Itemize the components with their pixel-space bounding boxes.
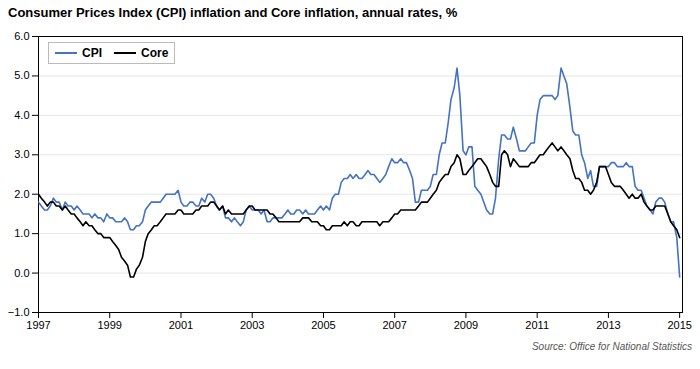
html-text:Core: Core [141,46,169,60]
svg-text:5.0: 5.0 [14,69,29,81]
svg-text:2003: 2003 [240,319,264,331]
svg-text:1997: 1997 [26,319,50,331]
svg-text:2005: 2005 [311,319,335,331]
svg-text:2.0: 2.0 [14,188,29,200]
html-text:Source: Office for National St: Source: Office for National Statistics [531,341,692,352]
svg-text:2009: 2009 [454,319,478,331]
svg-text:3.0: 3.0 [14,148,29,160]
svg-text:2015: 2015 [667,319,691,331]
svg-text:2001: 2001 [169,319,193,331]
svg-text:2013: 2013 [596,319,620,331]
svg-text:−1.0: −1.0 [8,306,30,318]
html-text:CPI: CPI [82,46,102,60]
svg-text:6.0: 6.0 [14,30,29,42]
svg-text:0.0: 0.0 [14,267,29,279]
svg-text:4.0: 4.0 [14,109,29,121]
svg-text:1999: 1999 [97,319,121,331]
svg-text:2011: 2011 [525,319,549,331]
svg-text:1.0: 1.0 [14,227,29,239]
svg-text:2007: 2007 [382,319,406,331]
html-text:Consumer Prices Index (CPI) in: Consumer Prices Index (CPI) inflation an… [8,5,458,20]
